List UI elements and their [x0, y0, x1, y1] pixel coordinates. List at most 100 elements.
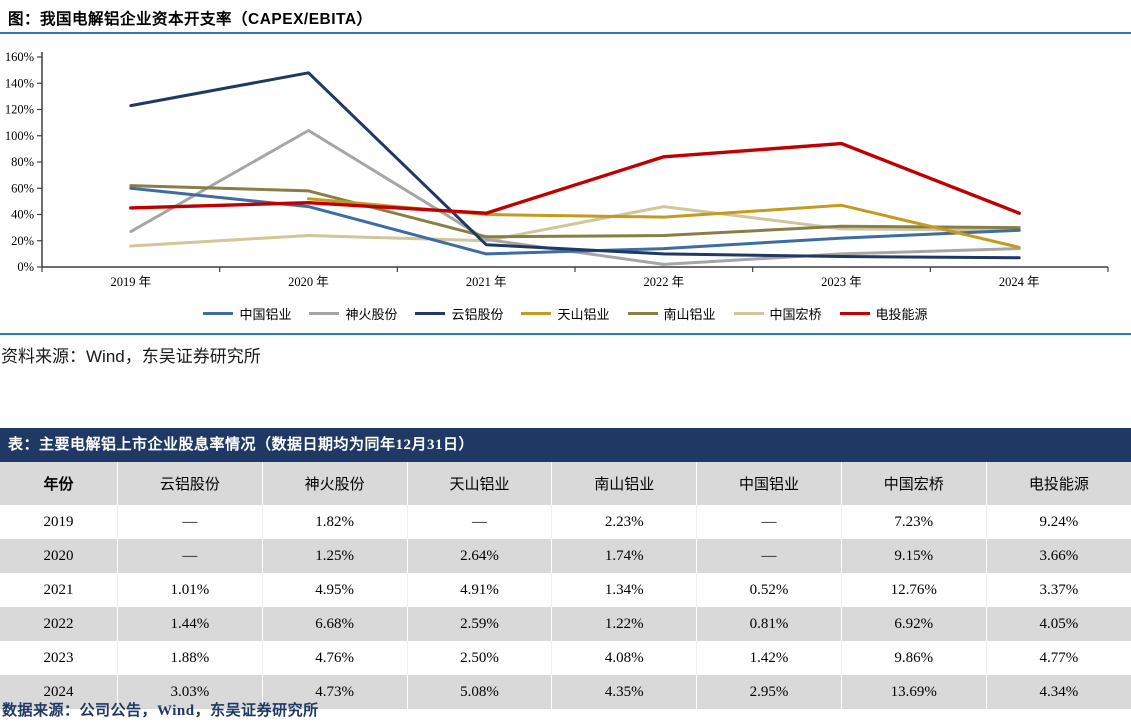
legend-label: 云铝股份: [451, 307, 504, 322]
y-tick-label: 0%: [17, 260, 34, 274]
table-cell: 1.42%: [696, 641, 842, 675]
table-header-cell: 南山铝业: [551, 462, 697, 505]
table-cell: 4.91%: [406, 573, 552, 607]
table-cell: 4.77%: [985, 641, 1131, 675]
table-row: 2020—1.25% 2.64% 1.74% —9.15% 3.66%: [0, 539, 1131, 573]
legend-swatch: [839, 312, 870, 315]
y-tick-label: 140%: [5, 76, 34, 90]
table-row: 2023 1.88% 4.76% 2.50% 4.08% 1.42% 9.86% 4.77%: [0, 641, 1131, 675]
y-tick-label: 40%: [11, 208, 34, 222]
table-cell: 2.50%: [406, 641, 552, 675]
title-divider: [0, 32, 1131, 34]
table-cell: —: [117, 505, 263, 539]
table-cell: 4.35%: [551, 675, 697, 709]
legend-swatch: [309, 312, 340, 315]
dividend-table: 年份 云铝股份 神火股份 天山铝业 南山铝业 中国铝业 中国宏桥 电投能源 2019—1.82…: [0, 462, 1131, 709]
table-cell: 6.68%: [261, 607, 408, 641]
x-tick-label: 2019 年: [111, 275, 152, 289]
table-header-cell: 神火股份: [261, 462, 408, 505]
table-cell: —: [117, 539, 263, 573]
table-header-cell: 天山铝业: [406, 462, 552, 505]
y-tick-label: 80%: [11, 155, 34, 169]
legend-label: 中国铝业: [239, 307, 292, 322]
table-cell: 0.81%: [696, 607, 842, 641]
table-body: 2019—1.82% —2.23% —7.23% 9.24% 2020—1.25% 2.6…: [0, 505, 1131, 709]
table-cell: 3.03%: [117, 675, 263, 709]
table-cell: 9.15%: [840, 539, 987, 573]
table-cell: 9.86%: [840, 641, 987, 675]
table-cell: 13.69%: [840, 675, 987, 709]
series-line: [129, 71, 1021, 260]
table-header: 年份 云铝股份 神火股份 天山铝业 南山铝业 中国铝业 中国宏桥 电投能源: [0, 462, 1131, 505]
legend-item: 中国宏桥: [733, 304, 822, 323]
legend-swatch: [415, 312, 446, 315]
table-cell: 1.44%: [117, 607, 263, 641]
y-tick-label: 100%: [5, 129, 34, 143]
legend-item: 电投能源: [839, 304, 928, 323]
table-cell: 2.95%: [696, 675, 842, 709]
legend-label: 电投能源: [875, 307, 928, 322]
table-cell: 2019: [43, 513, 74, 530]
legend-swatch: [521, 312, 552, 315]
x-tick-label: 2021 年: [466, 275, 507, 289]
series-line: [129, 141, 1021, 215]
table-cell: —: [696, 539, 842, 573]
capex-line-chart: 0% 20% 40% 60% 80% 100% 120% 140% 160% 2019 年 2020…: [5, 50, 1109, 289]
table-cell: 7.23%: [840, 505, 987, 539]
x-tick-label: 2022 年: [644, 275, 685, 289]
table-source: 数据来源：公司公告，Wind，东吴证券研究所: [2, 703, 319, 719]
table-cell: 2021: [43, 581, 74, 598]
table-row: 2024 3.03% 4.73% 5.08% 4.35% 2.95% 13.69% 4.34%: [0, 675, 1131, 709]
figure-source: 资料来源：Wind，东吴证券研究所: [1, 347, 261, 366]
legend-label: 南山铝业: [663, 307, 716, 322]
legend-item: 天山铝业: [521, 304, 610, 323]
table-cell: 2020: [0, 539, 118, 573]
table-header-cell: 中国铝业: [696, 462, 842, 505]
table-cell: —: [696, 505, 842, 539]
table-cell: 1.88%: [117, 641, 263, 675]
table-header-cell: 电投能源: [985, 462, 1131, 505]
table-cell: 1.01%: [117, 573, 263, 607]
table-cell: 1.82%: [261, 505, 408, 539]
table-cell: 2022: [0, 607, 118, 641]
table-title: 表：主要电解铝上市企业股息率情况（数据日期均为同年12月31日）: [0, 428, 1131, 462]
figure-divider: [0, 333, 1131, 335]
table-row: 2022 1.44% 6.68% 2.59% 1.22% 0.81% 6.92% 4.05%: [0, 607, 1131, 641]
table-cell: 9.24%: [985, 505, 1131, 539]
y-tick-label: 60%: [11, 181, 34, 195]
x-tick-label: 2024 年: [999, 275, 1040, 289]
table-header-cell: 中国宏桥: [840, 462, 987, 505]
legend-label: 中国宏桥: [769, 307, 822, 322]
series-line: [129, 186, 1021, 256]
series-line: [129, 205, 1021, 248]
y-tick-label: 20%: [11, 234, 34, 248]
legend-swatch: [203, 312, 234, 315]
table-cell: 1.74%: [551, 539, 697, 573]
table-cell: 1.34%: [551, 573, 697, 607]
table-cell: 2024: [0, 675, 118, 709]
table-header-cell: 年份: [0, 462, 118, 505]
table-row: 2021 1.01% 4.95% 4.91% 1.34% 0.52% 12.76% 3.37%: [0, 573, 1131, 607]
figure-title: 图：我国电解铝企业资本开支率（CAPEX/EBITA）: [8, 11, 373, 28]
legend-item: 神火股份: [309, 304, 397, 323]
table-cell: 3.66%: [985, 539, 1131, 573]
series-line: [129, 129, 1021, 266]
table-header-cell: 云铝股份: [117, 462, 263, 505]
chart-legend: 中国铝业 神火股份 云铝股份 天山铝业 南山铝业 中国宏桥 电投能源: [0, 304, 1131, 323]
x-tick-label: 2020 年: [288, 275, 329, 289]
table-cell: 4.73%: [261, 675, 408, 709]
legend-item: 中国铝业: [203, 304, 291, 323]
table-cell: 1.25%: [261, 539, 408, 573]
series-line: [129, 184, 1021, 239]
table-cell: 2023: [43, 649, 74, 666]
y-tick-label: 120%: [5, 103, 34, 117]
table-header-row: 年份 云铝股份 神火股份 天山铝业 南山铝业 中国铝业 中国宏桥 电投能源: [0, 462, 1131, 505]
table-cell: 6.92%: [840, 607, 987, 641]
table-cell: 5.08%: [406, 675, 552, 709]
table-cell: 2.64%: [406, 539, 552, 573]
y-tick-label: 160%: [5, 50, 34, 64]
legend-label: 天山铝业: [557, 307, 610, 322]
legend-item: 云铝股份: [415, 304, 503, 323]
legend-swatch: [733, 312, 764, 315]
